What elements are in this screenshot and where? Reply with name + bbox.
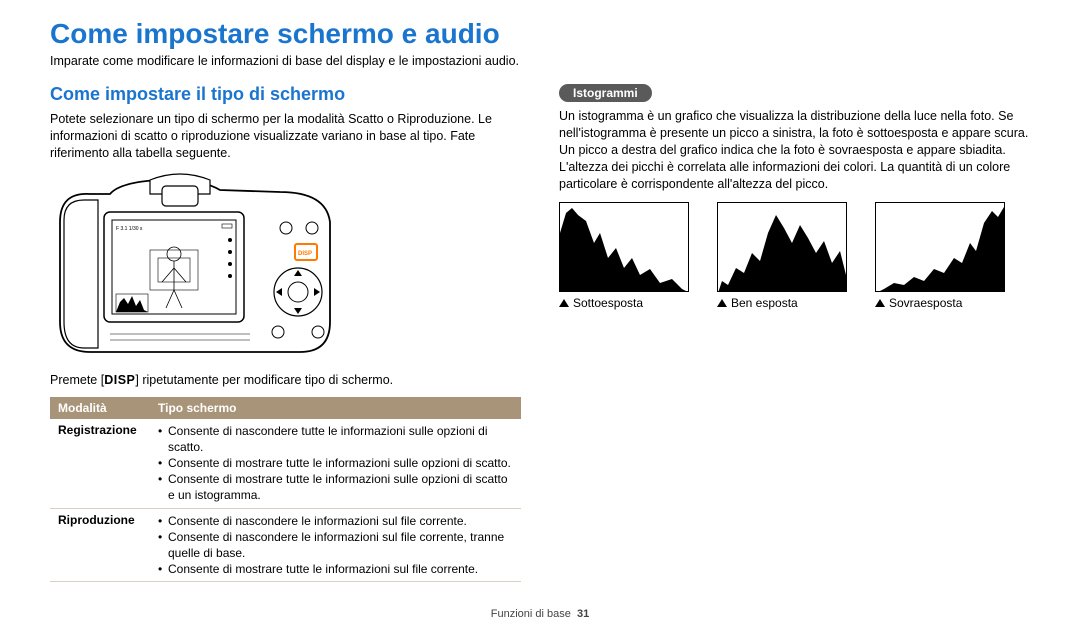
th-type: Tipo schermo: [150, 397, 521, 419]
histogram-badge: Istogrammi: [559, 84, 652, 102]
left-column: Come impostare il tipo di schermo Potete…: [50, 84, 521, 582]
histogram-frame: [717, 202, 847, 292]
histogram-frame: [559, 202, 689, 292]
section-title-left: Come impostare il tipo di schermo: [50, 84, 521, 105]
th-mode: Modalità: [50, 397, 150, 419]
type-item: Consente di mostrare tutte le informazio…: [158, 455, 513, 471]
press-prefix: Premete [: [50, 373, 104, 387]
histogram-block: Sovraesposta: [875, 202, 1005, 310]
type-item: Consente di nascondere tutte le informaz…: [158, 423, 513, 455]
left-body: Potete selezionare un tipo di schermo pe…: [50, 111, 521, 162]
mode-cell: Registrazione: [50, 419, 150, 508]
histogram-frame: [875, 202, 1005, 292]
right-column: Istogrammi Un istogramma è un grafico ch…: [559, 84, 1030, 582]
intro-text: Imparate come modificare le informazioni…: [50, 54, 1030, 68]
type-cell: Consente di nascondere le informazioni s…: [150, 508, 521, 582]
footer-page: 31: [577, 608, 589, 620]
right-body: Un istogramma è un grafico che visualizz…: [559, 108, 1030, 192]
page-title: Come impostare schermo e audio: [50, 18, 1030, 50]
mode-cell: Riproduzione: [50, 508, 150, 582]
svg-text:DISP: DISP: [298, 251, 312, 257]
disp-label: DISP: [104, 373, 135, 387]
type-item: Consente di mostrare tutte le informazio…: [158, 471, 513, 503]
histogram-caption: Sottoesposta: [559, 296, 689, 310]
histogram-block: Ben esposta: [717, 202, 847, 310]
camera-illustration: F 3.1 1/30 s: [50, 172, 521, 367]
press-suffix: ] ripetutamente per modificare tipo di s…: [135, 373, 393, 387]
histogram-caption: Ben esposta: [717, 296, 847, 310]
press-instruction: Premete [DISP] ripetutamente per modific…: [50, 373, 521, 387]
mode-table: Modalità Tipo schermo RegistrazioneConse…: [50, 397, 521, 583]
type-item: Consente di mostrare tutte le informazio…: [158, 561, 513, 577]
type-item: Consente di nascondere le informazioni s…: [158, 513, 513, 529]
svg-text:F 3.1 1/30 s: F 3.1 1/30 s: [116, 226, 143, 232]
type-item: Consente di nascondere le informazioni s…: [158, 529, 513, 561]
footer-section: Funzioni di base: [491, 608, 571, 620]
histogram-caption: Sovraesposta: [875, 296, 1005, 310]
page-footer: Funzioni di base 31: [0, 608, 1080, 620]
type-cell: Consente di nascondere tutte le informaz…: [150, 419, 521, 508]
histogram-block: Sottoesposta: [559, 202, 689, 310]
